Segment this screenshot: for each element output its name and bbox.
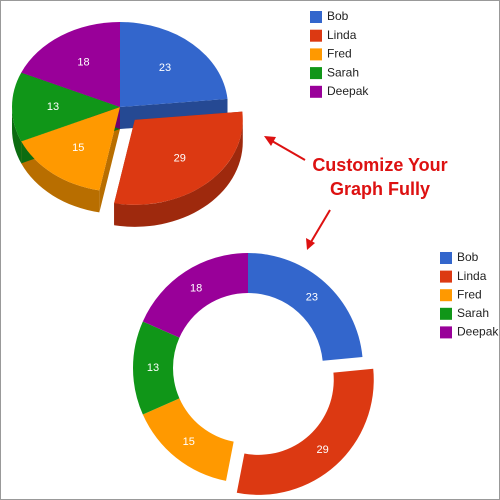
slice-label: 29 <box>317 444 329 456</box>
legend-swatch <box>440 326 452 339</box>
legend-label: Deepak <box>327 84 369 98</box>
slice <box>11 72 120 142</box>
legend-label: Sarah <box>457 306 489 320</box>
slice <box>142 398 234 481</box>
slice-label: 23 <box>159 62 171 74</box>
slice-side <box>114 119 243 227</box>
slice <box>133 321 180 415</box>
slice-side <box>12 107 22 164</box>
slice-label: 18 <box>190 282 202 294</box>
legend-label: Linda <box>327 28 357 42</box>
slice <box>21 22 120 107</box>
legend-swatch <box>440 270 452 283</box>
legend-label: Linda <box>457 269 487 283</box>
slice <box>236 368 374 495</box>
pie-3d: 23 29 15 13 18 <box>11 22 243 227</box>
legend-swatch <box>440 252 452 264</box>
legend-label: Deepak <box>457 325 499 339</box>
annotation: Graph Fully <box>330 179 430 199</box>
arrows <box>264 136 331 250</box>
slice <box>114 111 243 205</box>
slice-side <box>21 141 100 213</box>
slice-label: 18 <box>77 57 89 69</box>
slice <box>248 253 363 361</box>
slice <box>142 253 248 338</box>
slice-label: 15 <box>183 436 195 448</box>
slice-label: 13 <box>47 101 59 113</box>
legend-label: Fred <box>327 47 352 61</box>
legend-label: Fred <box>457 287 482 301</box>
legend-swatch <box>440 289 452 302</box>
legend-swatch <box>310 29 322 42</box>
legend-swatch <box>440 307 452 320</box>
legend-label: Bob <box>457 250 479 264</box>
legend-label: Bob <box>327 9 349 23</box>
annotation: Customize Your <box>312 155 447 175</box>
slice-wall <box>99 107 120 213</box>
donut: 23 29 15 13 18 <box>133 253 374 495</box>
legend-swatch <box>310 67 322 80</box>
slice-label: 29 <box>174 153 186 165</box>
legend-swatch <box>310 85 322 98</box>
legend-label: Sarah <box>327 65 359 79</box>
legend-swatch <box>310 48 322 61</box>
slice <box>120 22 228 107</box>
slice-label: 15 <box>72 142 84 154</box>
slice-label: 23 <box>306 292 318 304</box>
slice <box>21 107 120 191</box>
legend-swatch <box>310 11 322 23</box>
slice-label: 13 <box>147 362 159 374</box>
